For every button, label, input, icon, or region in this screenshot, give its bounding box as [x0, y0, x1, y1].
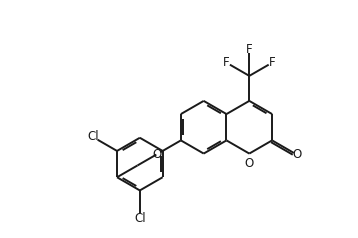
Text: F: F: [223, 56, 230, 69]
Text: F: F: [246, 43, 253, 56]
Text: O: O: [292, 148, 302, 161]
Text: O: O: [245, 157, 254, 170]
Text: F: F: [269, 56, 275, 69]
Text: Cl: Cl: [87, 130, 99, 144]
Text: O: O: [153, 148, 162, 161]
Text: Cl: Cl: [134, 212, 146, 225]
